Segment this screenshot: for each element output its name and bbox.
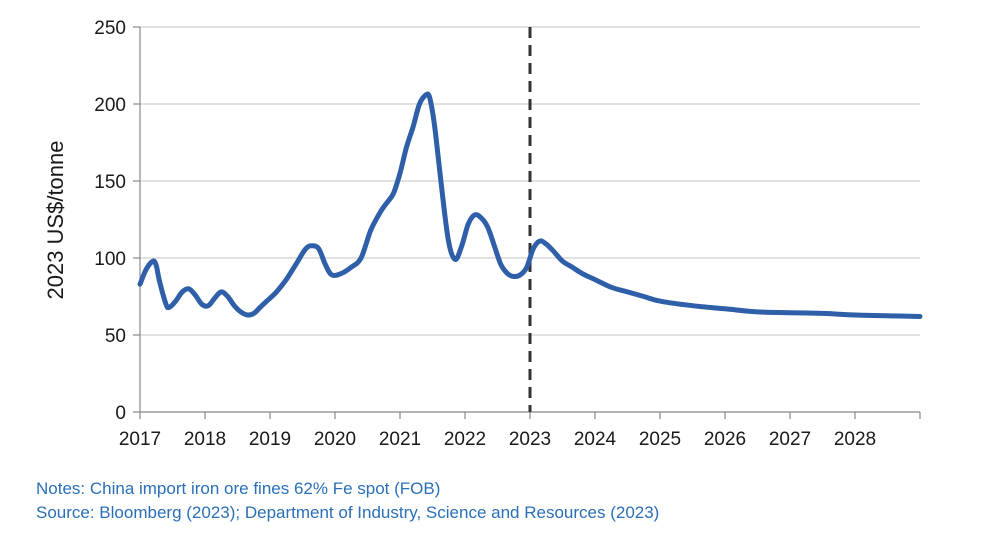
x-tick-label: 2023 (509, 429, 551, 450)
x-tick-label: 2019 (249, 429, 291, 450)
y-tick-label: 150 (94, 172, 126, 193)
x-tick-label: 2026 (704, 429, 746, 450)
x-tick-label: 2021 (379, 429, 421, 450)
chart-source: Source: Bloomberg (2023); Department of … (36, 503, 660, 522)
x-tick-label: 2027 (769, 429, 811, 450)
x-tick-label: 2020 (314, 429, 356, 450)
x-tick-label: 2018 (184, 429, 226, 450)
chart-notes: Notes: China import iron ore fines 62% F… (36, 479, 441, 498)
y-tick-label: 200 (94, 95, 126, 116)
y-axis-title: 2023 US$/tonne (43, 140, 68, 299)
price-series-line (137, 91, 923, 319)
y-tick-label: 50 (105, 326, 126, 347)
y-tick-label: 250 (94, 18, 126, 39)
y-tick-label: 100 (94, 249, 126, 270)
y-axis-ticks: 0 50 100 150 200 250 (94, 18, 140, 424)
y-tick-label: 0 (115, 403, 126, 424)
x-axis-ticks: 2017 2018 2019 2020 2021 2022 2023 2024 2025 2026… (119, 412, 921, 450)
x-tick-label: 2028 (834, 429, 876, 450)
x-tick-label: 2025 (639, 429, 681, 450)
x-tick-label: 2022 (444, 429, 486, 450)
x-tick-label: 2024 (574, 429, 617, 450)
x-tick-label: 2017 (119, 429, 161, 450)
